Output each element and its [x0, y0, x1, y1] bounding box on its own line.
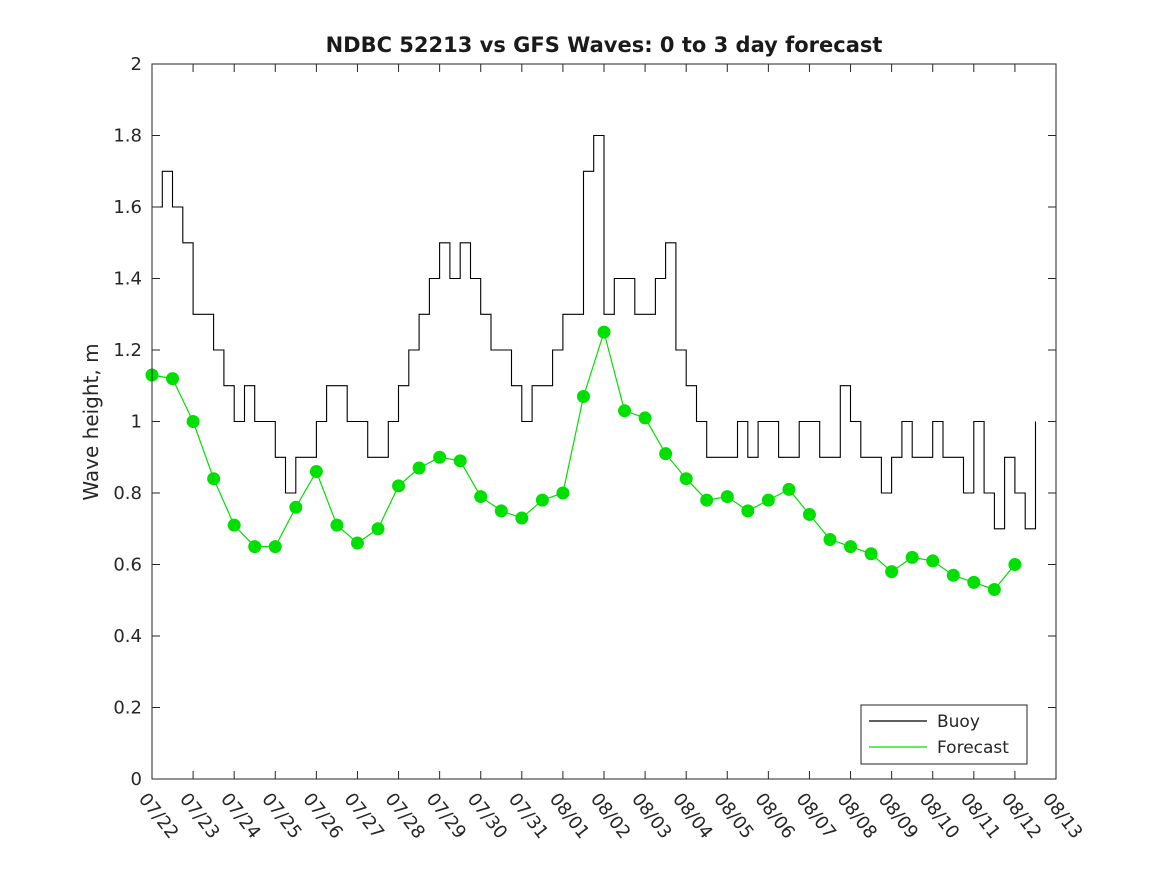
x-tick-label: 08/03 [627, 789, 675, 843]
forecast-point [638, 411, 652, 425]
forecast-point [597, 325, 611, 339]
forecast-point [946, 568, 960, 582]
legend-box [860, 704, 1028, 765]
forecast-point [926, 554, 940, 568]
legend: Buoy Forecast [860, 704, 1028, 765]
forecast-point [782, 482, 796, 496]
forecast-point [350, 536, 364, 550]
buoy-line [152, 134, 1037, 530]
forecast-point [823, 532, 837, 546]
x-tick-label: 08/01 [545, 789, 593, 843]
forecast-point [474, 490, 488, 504]
forecast-point [392, 479, 406, 493]
forecast-point [802, 507, 816, 521]
forecast-point [679, 472, 693, 486]
y-tick-label: 1.2 [113, 340, 142, 361]
forecast-point [227, 518, 241, 532]
x-tick-label: 08/13 [1038, 789, 1086, 843]
forecast-line [151, 329, 1016, 591]
chart-title: NDBC 52213 vs GFS Waves: 0 to 3 day fore… [326, 33, 883, 57]
x-tick-label: 07/25 [257, 789, 305, 843]
x-tick-label: 08/12 [997, 789, 1045, 843]
forecast-point [309, 465, 323, 479]
y-tick-label: 1.6 [113, 197, 142, 218]
forecast-point [268, 540, 282, 554]
y-tick-label: 1 [131, 412, 142, 433]
y-tick-label: 0.8 [113, 483, 142, 504]
forecast-point [535, 493, 549, 507]
legend-forecast-label: Forecast [937, 738, 1009, 758]
forecast-point [556, 486, 570, 500]
x-tick-label: 08/05 [709, 789, 757, 843]
forecast-point [433, 450, 447, 464]
y-tick-label: 0.6 [113, 555, 142, 576]
x-tick-label: 07/30 [463, 789, 511, 843]
forecast-point [700, 493, 714, 507]
x-tick-label: 08/09 [874, 789, 922, 843]
y-tick-label: 1.4 [113, 269, 142, 290]
y-tick-label: 0.4 [113, 626, 142, 647]
forecast-point [515, 511, 529, 525]
forecast-point [371, 522, 385, 536]
forecast-point [905, 550, 919, 564]
forecast-point [412, 461, 426, 475]
forecast-point [1008, 558, 1022, 571]
forecast-series [145, 325, 1022, 597]
forecast-point [576, 389, 590, 403]
forecast-point [166, 372, 180, 386]
forecast-point [494, 504, 508, 518]
forecast-point [761, 493, 775, 507]
x-tick-label: 07/28 [381, 789, 429, 843]
forecast-point [186, 415, 200, 428]
x-tick-label: 08/11 [956, 789, 1004, 843]
x-tick-label: 08/02 [586, 789, 634, 843]
buoy-series [152, 134, 1037, 530]
forecast-point [741, 504, 755, 518]
forecast-point [864, 547, 878, 561]
forecast-point [289, 500, 303, 514]
x-tick-label: 07/22 [134, 789, 182, 843]
forecast-point [967, 575, 981, 589]
x-tick-label: 08/10 [915, 789, 963, 843]
x-tick-label: 08/06 [750, 789, 798, 843]
x-tick-label: 08/04 [668, 789, 716, 843]
x-tick-label: 07/29 [422, 789, 470, 843]
forecast-point [659, 447, 673, 461]
forecast-point [330, 518, 344, 532]
y-tick-label: 0 [131, 769, 142, 790]
forecast-point [248, 540, 262, 554]
y-tick-label: 2 [131, 54, 142, 75]
forecast-point [618, 404, 632, 418]
forecast-point [987, 583, 1001, 597]
x-tick-label: 07/24 [216, 789, 264, 843]
forecast-point [453, 454, 467, 468]
forecast-point [207, 472, 221, 486]
y-axis-label: Wave height, m [79, 343, 103, 500]
y-tick-label: 0.2 [113, 698, 142, 719]
forecast-point [844, 540, 858, 554]
x-tick-label: 08/07 [792, 789, 840, 843]
x-tick-label: 07/27 [340, 789, 388, 843]
forecast-point [720, 490, 734, 504]
x-tick-label: 07/31 [504, 789, 552, 843]
forecast-point [885, 565, 899, 579]
y-tick-label: 1.8 [113, 126, 142, 147]
legend-buoy-label: Buoy [937, 712, 980, 732]
x-tick-label: 08/08 [833, 789, 881, 843]
x-tick-label: 07/26 [298, 789, 346, 843]
x-tick-label: 07/23 [175, 789, 223, 843]
